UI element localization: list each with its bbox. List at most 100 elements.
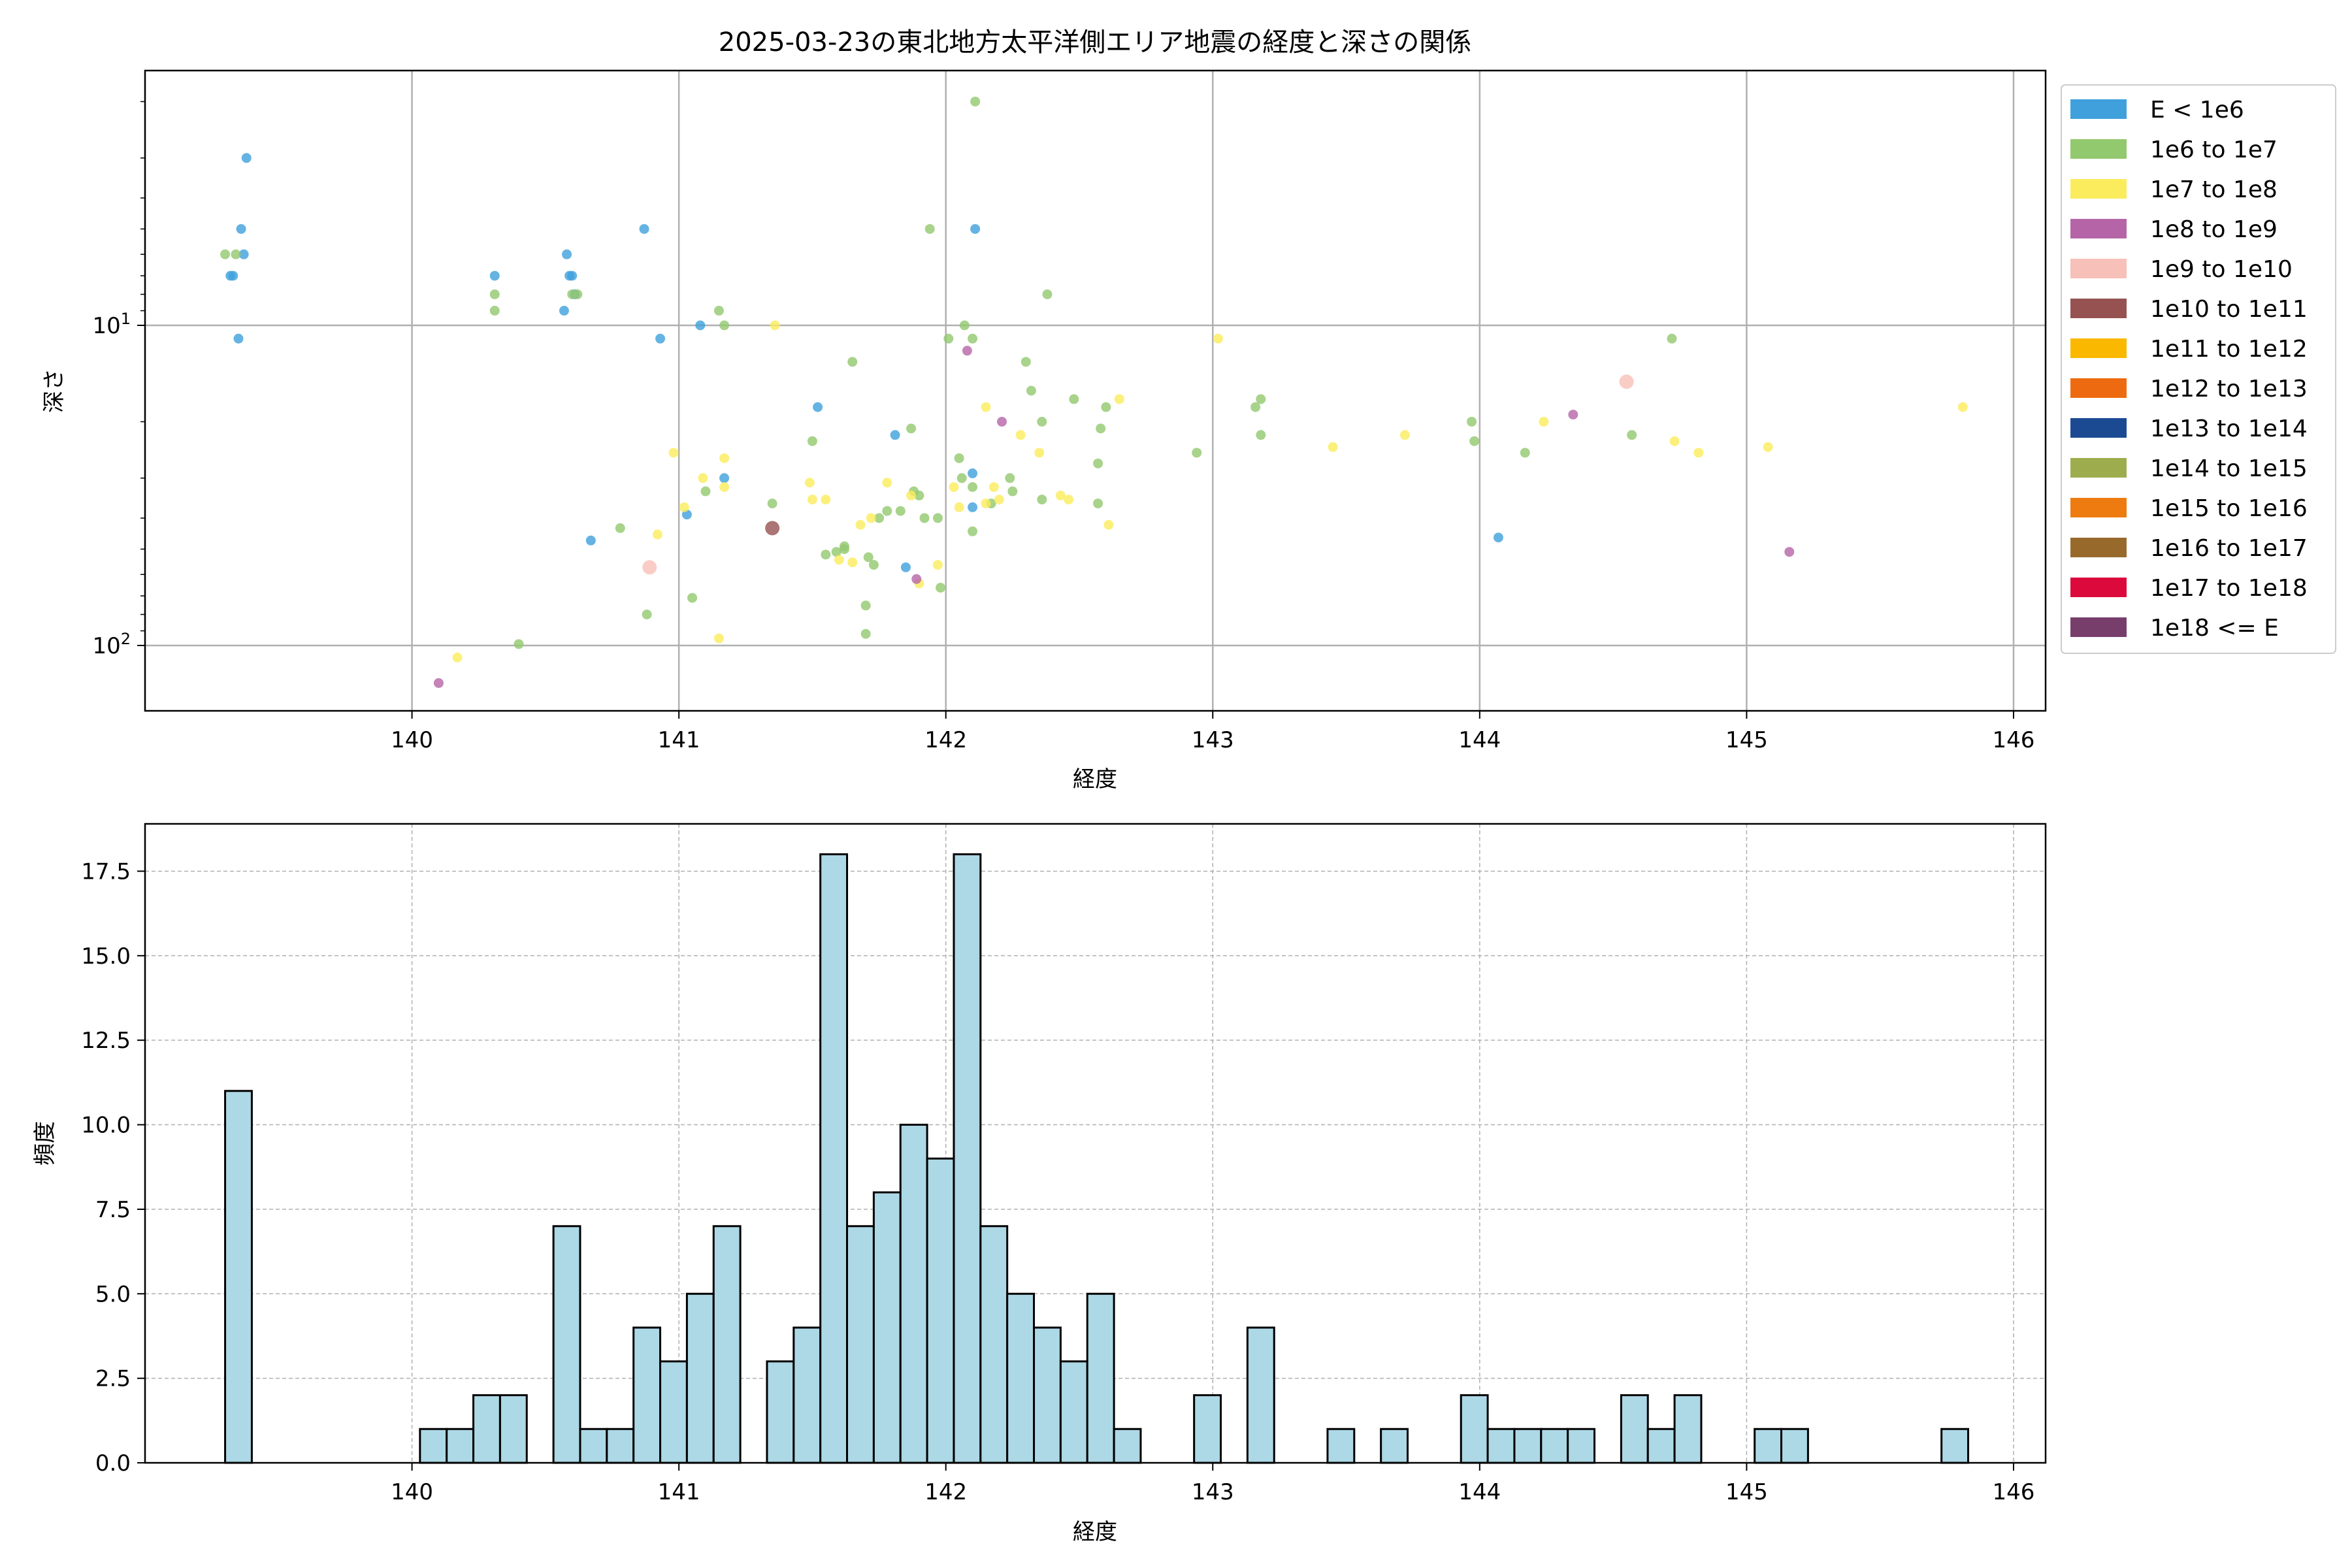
legend-label: 1e17 to 1e18 — [2150, 575, 2308, 602]
scatter-point — [882, 506, 892, 516]
scatter-point — [1114, 394, 1124, 404]
scatter-point — [642, 560, 657, 575]
scatter-point — [874, 513, 885, 523]
scatter-point — [489, 270, 500, 281]
legend-swatch — [2070, 498, 2127, 517]
scatter-point — [1256, 394, 1266, 404]
scatter-point — [882, 478, 892, 488]
histogram-bar — [446, 1428, 475, 1464]
histogram-x-tick-label: 142 — [924, 1479, 967, 1505]
scatter-point — [1037, 416, 1047, 427]
scatter-point — [831, 547, 841, 557]
scatter-point — [1328, 442, 1338, 452]
scatter-point — [639, 223, 649, 234]
scatter-point — [767, 498, 777, 509]
scatter-point — [1669, 436, 1680, 446]
scatter-point — [863, 552, 874, 563]
scatter-point — [1192, 448, 1202, 458]
legend-label: 1e13 to 1e14 — [2150, 416, 2308, 442]
histogram-bar — [1940, 1428, 1970, 1464]
scatter-point — [1469, 436, 1480, 446]
scatter-point — [233, 333, 244, 344]
histogram-y-tick-label: 2.5 — [95, 1366, 131, 1392]
scatter-point — [932, 513, 943, 523]
histogram-bar — [1513, 1428, 1543, 1464]
legend-label: 1e11 to 1e12 — [2150, 336, 2308, 363]
legend-swatch — [2070, 418, 2127, 438]
histogram-x-tick-label: 143 — [1192, 1479, 1234, 1505]
scatter-point — [719, 453, 730, 463]
scatter-point — [890, 430, 900, 440]
histogram-bar — [1540, 1428, 1569, 1464]
histogram-bar — [1246, 1326, 1275, 1464]
scatter-point — [981, 402, 991, 412]
histogram-bar — [1113, 1428, 1142, 1464]
scatter-point — [821, 495, 831, 505]
scatter-point — [231, 249, 241, 259]
histogram-x-axis: 140 141 142 143 144 145 146 — [391, 1463, 2034, 1505]
histogram-bar — [224, 1090, 253, 1464]
scatter-point — [1693, 448, 1704, 458]
scatter-x-tick-label: 141 — [658, 727, 700, 753]
histogram-bar — [1086, 1292, 1115, 1464]
histogram-bar — [846, 1225, 875, 1464]
histogram-bar — [1033, 1326, 1062, 1464]
scatter-point — [1539, 416, 1549, 427]
scatter-point — [452, 652, 463, 662]
histogram-bar — [1326, 1428, 1356, 1464]
scatter-y-axis-label: 深さ — [41, 368, 67, 413]
scatter-point — [868, 560, 879, 570]
scatter-x-tick-label: 146 — [1993, 727, 2035, 753]
scatter-y-tick-label: 102 — [92, 630, 131, 659]
scatter-point — [220, 249, 231, 259]
histogram-bar — [1380, 1428, 1409, 1464]
scatter-point — [914, 490, 924, 500]
histogram-bar — [926, 1157, 955, 1464]
legend-swatch — [2070, 578, 2127, 597]
histogram-panel: 140 141 142 143 144 145 146 0.0 2.5 5.0 7.5 10.0 12… — [32, 823, 2047, 1545]
histogram-bar — [953, 853, 982, 1464]
legend-label: 1e9 to 1e10 — [2150, 256, 2293, 283]
histogram-bar — [899, 1124, 928, 1464]
histogram-bar — [472, 1394, 501, 1464]
scatter-point — [572, 289, 583, 299]
histogram-bar — [792, 1326, 822, 1464]
scatter-point — [860, 629, 871, 639]
scatter-point — [559, 306, 569, 316]
scatter-point — [804, 478, 815, 488]
scatter-point — [652, 529, 662, 540]
scatter-point — [860, 600, 871, 611]
histogram-bar — [1567, 1428, 1596, 1464]
scatter-point — [968, 482, 978, 493]
scatter-point — [1037, 495, 1047, 505]
scatter-point — [970, 223, 981, 234]
scatter-point — [719, 320, 730, 331]
legend-label: E < 1e6 — [2150, 97, 2244, 123]
histogram-bar — [498, 1394, 528, 1464]
scatter-point — [1021, 357, 1031, 367]
scatter-point — [954, 453, 964, 463]
scatter-point — [943, 333, 954, 344]
scatter-point — [687, 593, 698, 603]
scatter-x-tick-label: 140 — [391, 727, 433, 753]
scatter-point — [906, 423, 917, 434]
scatter-point — [642, 609, 652, 619]
scatter-point — [562, 249, 572, 259]
scatter-point — [1093, 458, 1103, 468]
scatter-point — [1055, 490, 1066, 500]
scatter-point — [668, 448, 679, 458]
histogram-bar — [579, 1428, 608, 1464]
legend-swatch — [2070, 458, 2127, 478]
scatter-point — [765, 521, 780, 536]
histogram-bar — [419, 1428, 448, 1464]
scatter-y-tick-label: 101 — [92, 310, 131, 339]
scatter-point — [988, 482, 999, 493]
scatter-point — [1957, 402, 1968, 412]
scatter-point — [585, 535, 596, 546]
scatter-point — [1007, 486, 1018, 497]
histogram-x-axis-label: 経度 — [1073, 1519, 1117, 1545]
histogram-bar — [1620, 1394, 1649, 1464]
legend-label: 1e10 to 1e11 — [2150, 296, 2308, 323]
legend-swatch — [2070, 139, 2127, 159]
